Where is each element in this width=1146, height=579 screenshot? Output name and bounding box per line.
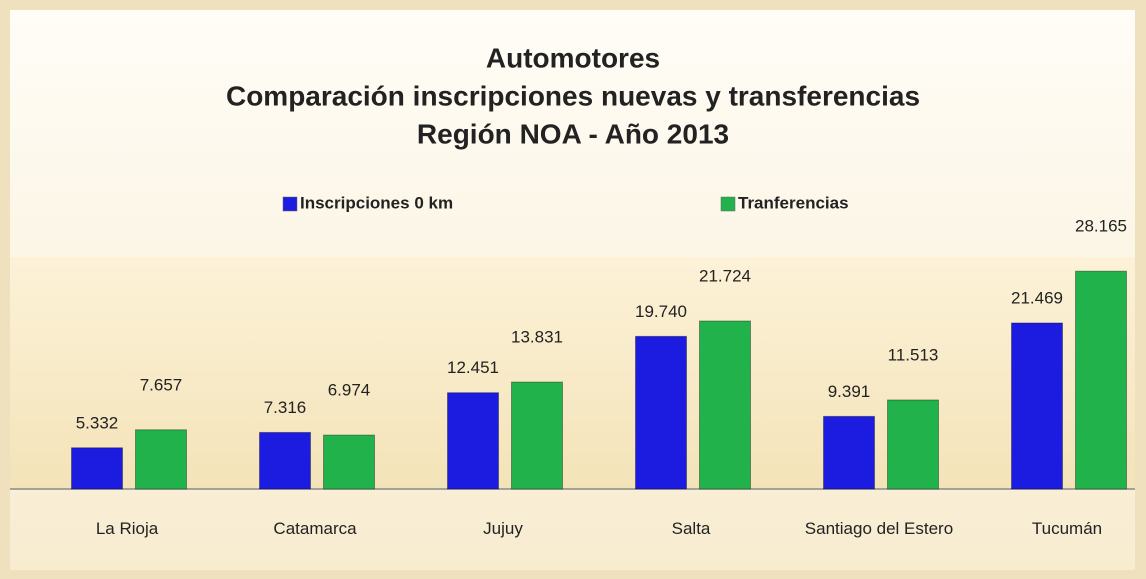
bar — [699, 320, 751, 490]
bar — [447, 392, 499, 490]
data-label: 7.657 — [140, 375, 183, 394]
plot-area — [10, 257, 1135, 489]
data-label: 28.165 — [1075, 217, 1127, 236]
data-label: 21.724 — [699, 266, 751, 285]
chart-title: Región NOA - Año 2013 — [417, 118, 729, 149]
bar — [259, 431, 311, 490]
x-tick-label: La Rioja — [95, 519, 159, 538]
bar — [635, 335, 687, 490]
x-tick-label: Jujuy — [483, 519, 523, 538]
data-label: 19.740 — [635, 302, 687, 321]
data-label: 13.831 — [511, 328, 563, 347]
bar — [323, 434, 375, 490]
x-tick-label: Salta — [671, 519, 711, 538]
bar — [511, 381, 563, 490]
bar — [1011, 322, 1063, 490]
data-label: 7.316 — [264, 398, 307, 417]
legend-label: Inscripciones 0 km — [300, 193, 453, 212]
x-tick-label: Santiago del Estero — [804, 519, 954, 538]
chart-title: Automotores — [486, 42, 660, 73]
legend-swatch — [282, 196, 298, 212]
chart-title: Comparación inscripciones nuevas y trans… — [226, 80, 920, 111]
data-label: 12.451 — [447, 358, 499, 377]
data-label: 6.974 — [328, 381, 371, 400]
bar — [135, 429, 187, 490]
data-label: 11.513 — [888, 345, 939, 364]
data-label: 9.391 — [828, 382, 871, 401]
bar — [71, 447, 123, 490]
bar — [823, 415, 875, 490]
data-label: 21.469 — [1011, 288, 1063, 307]
bar — [887, 399, 939, 490]
legend-swatch — [720, 196, 736, 212]
data-label: 5.332 — [76, 413, 119, 432]
bar — [1075, 270, 1127, 490]
x-tick-label: Tucumán — [1031, 519, 1103, 538]
legend-label: Tranferencias — [738, 193, 849, 212]
x-tick-label: Catamarca — [273, 519, 357, 538]
